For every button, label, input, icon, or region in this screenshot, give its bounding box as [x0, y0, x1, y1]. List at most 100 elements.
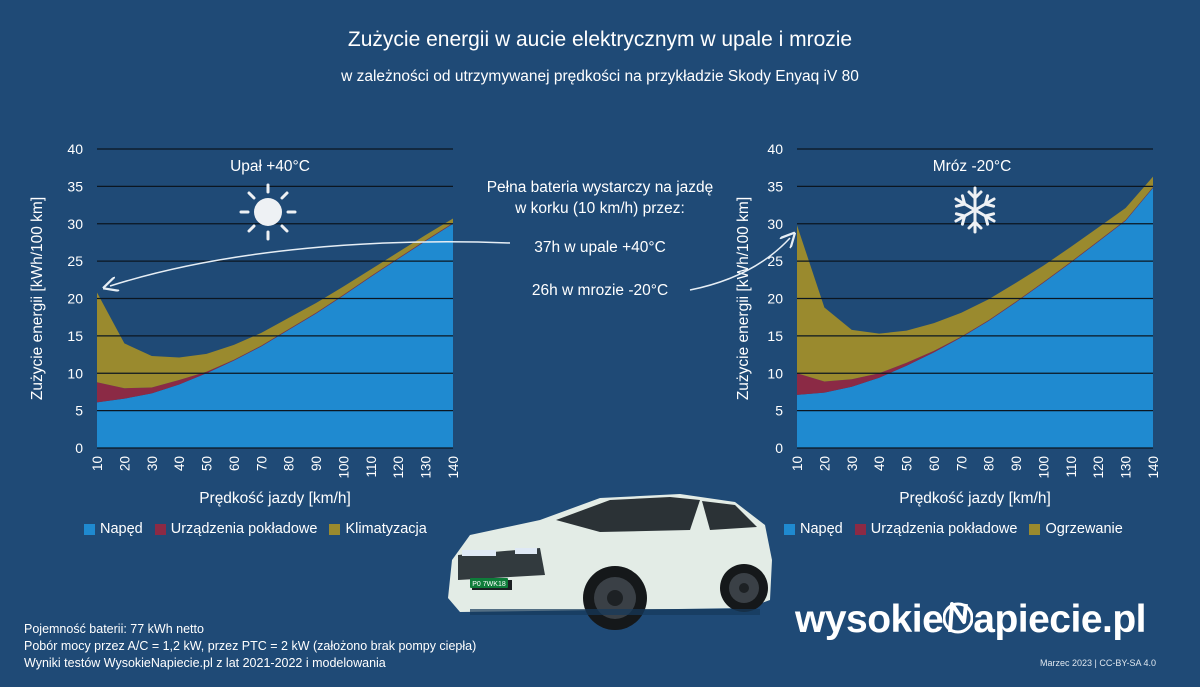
brand-right: apiecie.pl: [973, 598, 1147, 641]
x-tick-label: 130: [1119, 456, 1134, 479]
legend-item-heating: Ogrzewanie: [1029, 521, 1123, 537]
legend-label-heating: Ogrzewanie: [1045, 521, 1123, 537]
x-tick-label: 90: [309, 456, 324, 471]
x-tick-label: 120: [391, 456, 406, 479]
x-tick-label: 110: [364, 456, 379, 478]
sun-icon: [239, 183, 297, 241]
x-axis-label: Prędkość jazdy [km/h]: [899, 490, 1051, 507]
legend-label-onboard: Urządzenia pokładowe: [170, 521, 318, 537]
bolt-icon: [943, 602, 974, 634]
legend-label-onboard: Urządzenia pokładowe: [870, 521, 1018, 537]
y-tick-label: 30: [767, 216, 783, 232]
x-tick-label: 30: [145, 456, 160, 471]
x-tick-label: 10: [790, 456, 805, 471]
x-tick-label: 80: [282, 456, 297, 471]
x-tick-label: 20: [817, 456, 832, 471]
x-tick-label: 50: [900, 456, 915, 471]
panel-label: Upał +40°C: [230, 158, 310, 175]
legend-swatch-onboard: [154, 523, 166, 535]
area-series-0: [797, 187, 1153, 448]
y-tick-label: 15: [67, 328, 83, 344]
y-axis-label: Zużycie energii [kWh/100 km]: [29, 197, 46, 400]
area-series-2: [97, 218, 453, 389]
footer-battery: Pojemność baterii: 77 kWh netto: [24, 622, 204, 636]
brand-logo: wysokie apiecie.pl: [795, 598, 1147, 642]
arrow-to-hot-chart: [110, 241, 511, 286]
x-axis-label: Prędkość jazdy [km/h]: [199, 490, 351, 507]
x-tick-label: 60: [927, 456, 942, 471]
y-tick-label: 35: [67, 178, 83, 194]
legend-swatch-drive: [784, 523, 795, 535]
annotation-cold: 26h w mrozie -20°C: [532, 282, 668, 299]
x-tick-label: 40: [872, 456, 887, 471]
y-axis-label: Zużycie energii [kWh/100 km]: [735, 197, 752, 400]
legend-item-drive: Napęd: [784, 521, 843, 537]
credit-line: Marzec 2023 | CC-BY-SA 4.0: [1040, 658, 1157, 668]
footer-source: Wyniki testów WysokieNapiecie.pl z lat 2…: [24, 656, 386, 670]
x-tick-label: 80: [982, 456, 997, 471]
snowflake-icon: [951, 186, 999, 234]
page-subtitle: w zależności od utrzymywanej prędkości n…: [341, 68, 859, 85]
y-tick-label: 15: [767, 328, 783, 344]
x-tick-label: 30: [845, 456, 860, 471]
license-plate: P0 7WK18: [472, 581, 506, 588]
y-tick-label: 25: [67, 253, 83, 269]
arrow-to-cold-chart: [689, 238, 790, 291]
legend-swatch-climate: [329, 523, 341, 535]
x-tick-label: 140: [1146, 456, 1161, 479]
x-tick-label: 140: [446, 456, 461, 479]
legend-swatch-drive: [84, 523, 95, 535]
legend-mroz: Napęd Urządzenia pokładowe Ogrzewanie: [784, 521, 1135, 537]
annotation-line1: Pełna bateria wystarczy na jazdę: [487, 179, 714, 196]
x-tick-label: 60: [227, 456, 242, 471]
y-tick-label: 20: [67, 291, 83, 307]
annotation-line2: w korku (10 km/h) przez:: [514, 200, 685, 217]
area-series-2: [797, 176, 1153, 382]
legend-swatch-heating: [1029, 523, 1041, 535]
legend-label-drive: Napęd: [800, 521, 843, 537]
y-tick-label: 30: [67, 216, 83, 232]
x-tick-label: 120: [1091, 456, 1106, 479]
x-tick-label: 50: [200, 456, 215, 471]
x-tick-label: 100: [336, 456, 351, 479]
panel-label: Mróz -20°C: [933, 158, 1012, 175]
y-tick-label: 40: [767, 141, 783, 157]
area-series-0: [97, 223, 453, 448]
footer-power: Pobór mocy przez A/C = 1,2 kW, przez PTC…: [24, 639, 477, 653]
legend-item-climate: Klimatyzacja: [329, 521, 427, 537]
page-title: Zużycie energii w aucie elektrycznym w u…: [347, 28, 853, 51]
x-tick-label: 70: [954, 456, 969, 471]
x-tick-label: 20: [117, 456, 132, 471]
legend-label-climate: Klimatyzacja: [345, 521, 427, 537]
legend-swatch-onboard: [854, 523, 866, 535]
y-tick-label: 10: [67, 365, 83, 381]
legend-item-onboard: Urządzenia pokładowe: [854, 521, 1018, 537]
y-tick-label: 5: [775, 403, 783, 419]
y-tick-label: 0: [775, 440, 783, 456]
x-tick-label: 40: [172, 456, 187, 471]
legend-label-drive: Napęd: [100, 521, 143, 537]
y-tick-label: 40: [67, 141, 83, 157]
legend-item-onboard: Urządzenia pokładowe: [154, 521, 318, 537]
y-tick-label: 25: [767, 253, 783, 269]
y-tick-label: 10: [767, 365, 783, 381]
chart-upal: 0 5 10 15 20 25 30 35 40 10 20 30 40 50 60 70 80 90 100 110…: [29, 141, 461, 507]
y-tick-label: 20: [767, 291, 783, 307]
y-tick-label: 5: [75, 403, 83, 419]
chart-mroz: 0 5 10 15 20 25 30 35 40 10 20 30 40 50 60 70 80 90 100 110…: [735, 141, 1161, 507]
annotation-hot: 37h w upale +40°C: [534, 239, 666, 256]
x-tick-label: 10: [90, 456, 105, 471]
x-tick-label: 90: [1009, 456, 1024, 471]
x-tick-label: 110: [1064, 456, 1079, 478]
car-illustration: P0 7WK18: [448, 494, 772, 630]
x-tick-label: 130: [419, 456, 434, 479]
x-tick-label: 70: [254, 456, 269, 471]
y-tick-label: 0: [75, 440, 83, 456]
legend-upal: Napęd Urządzenia pokładowe Klimatyzacja: [84, 521, 439, 537]
brand-left: wysokie: [795, 598, 944, 641]
y-tick-label: 35: [767, 178, 783, 194]
legend-item-drive: Napęd: [84, 521, 143, 537]
x-tick-label: 100: [1036, 456, 1051, 479]
